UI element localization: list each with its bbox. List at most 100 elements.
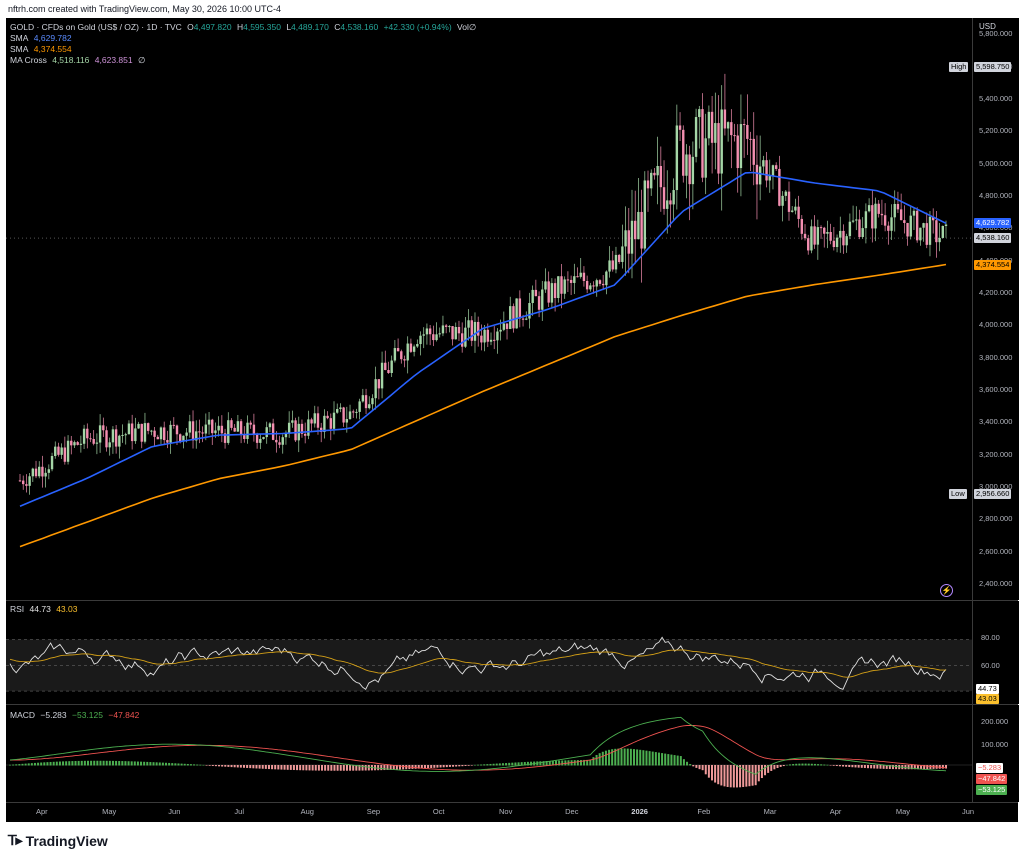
macd-histogram-bar [514, 762, 517, 766]
candle-body [342, 407, 345, 423]
macd-histogram-bar [243, 765, 245, 768]
time-tick-label: 2026 [631, 807, 648, 816]
macd-histogram-bar [455, 765, 458, 767]
macd-histogram-bar [551, 760, 554, 766]
price-axis[interactable]: USD 5,800.0005,600.0005,400.0005,200.000… [972, 18, 1019, 600]
candle-body [650, 172, 653, 189]
macd-histogram-bar [760, 765, 763, 779]
macd-histogram-bar [345, 765, 348, 771]
macd-histogram-bar [377, 765, 380, 771]
macd-histogram-bar [657, 752, 660, 766]
macd-histogram-bar [748, 765, 751, 787]
macd-histogram-bar [501, 763, 504, 766]
candle-body [371, 398, 374, 405]
macd-histogram-bar [636, 749, 639, 766]
macd-histogram-bar [576, 760, 579, 766]
macd-histogram-bar [633, 749, 635, 766]
rsi-tick-60: 60.00 [981, 661, 1000, 670]
candle-body [791, 210, 794, 212]
candle-body [451, 326, 454, 340]
macd-histogram-bar [211, 765, 214, 766]
macd-histogram-bar [520, 762, 523, 766]
candle-body [717, 123, 720, 174]
macd-histogram-bar [233, 765, 236, 768]
candle-body [454, 326, 457, 340]
macd-axis[interactable]: 200.000 100.000 −5.283 −47.842 −53.125 [972, 705, 1019, 802]
candle-body [896, 203, 900, 210]
candle-body [316, 413, 320, 428]
candle-body [582, 272, 586, 281]
candle-body [300, 423, 304, 434]
candle-body [666, 200, 669, 209]
candle-body [544, 281, 547, 290]
price-tick-label: 5,000.000 [979, 158, 1013, 168]
candle-body [640, 211, 643, 249]
candle-body [861, 228, 864, 237]
macd-histogram-bar [40, 762, 43, 766]
macd-histogram-bar [193, 764, 196, 766]
sma1-label: SMA [10, 33, 29, 43]
volume-label: Vol [457, 22, 469, 32]
candle-body [470, 320, 473, 341]
candle-body [816, 227, 820, 245]
candle-body [653, 172, 656, 176]
pane-separator[interactable] [6, 704, 1018, 705]
candle-body [742, 124, 746, 126]
macd-histogram-bar [648, 751, 651, 766]
candle-body [646, 180, 650, 189]
candle-body [323, 415, 326, 433]
candle-body [797, 206, 800, 219]
rsi-axis[interactable]: 80.00 60.00 44.73 43.03 [972, 601, 1019, 704]
candle-body [794, 206, 797, 211]
macd-histogram-bar [118, 761, 121, 766]
price-tick-label: 3,200.000 [979, 449, 1013, 459]
candle-body [941, 225, 944, 238]
macd-histogram-bar [667, 754, 670, 766]
macd-histogram-bar [676, 755, 679, 766]
macd-histogram-bar [277, 765, 280, 770]
macd-histogram-bar [707, 765, 710, 778]
macd-histogram-bar [321, 765, 323, 771]
price-tick-label: 2,800.000 [979, 514, 1013, 524]
rsi-title[interactable]: RSI [10, 604, 25, 614]
macd-histogram-bar [87, 760, 89, 766]
legend-macross[interactable]: MA Cross 4,518.116 4,623.851 ∅ [10, 55, 479, 66]
candle-body [268, 423, 272, 428]
candle-body [95, 442, 99, 444]
candle-body [159, 427, 163, 440]
time-tick-label: May [895, 807, 911, 816]
macd-histogram-bar [601, 751, 604, 766]
rsi-pane[interactable]: RSI 44.73 43.03 [6, 601, 972, 704]
candle-body [432, 334, 435, 341]
macd-histogram-bar [876, 765, 879, 769]
price-tick-label: 4,000.000 [979, 320, 1013, 330]
macd-signal-value: −53.125 [72, 710, 103, 720]
macd-title[interactable]: MACD [10, 710, 36, 720]
macd-pane[interactable]: MACD −5.283 −53.125 −47.842 [6, 705, 972, 802]
time-axis[interactable]: Apr May Jun Jul Aug Sep Oct Nov Dec 2026 Feb Mar Apr… [6, 803, 974, 822]
macd-histogram-bar [15, 764, 18, 766]
macd-line [9, 716, 947, 775]
macd-histogram-bar [695, 765, 698, 768]
candle-body [339, 407, 342, 410]
macd-histogram-bar [367, 765, 370, 771]
legend-sma2[interactable]: SMA 4,374.554 [10, 44, 479, 55]
candle-body [912, 210, 916, 216]
macd-histogram-bar [124, 761, 127, 766]
currency-label[interactable]: USD [979, 22, 996, 31]
price-pane[interactable]: GOLD · CFDs on Gold (US$ / OZ) · 1D · TV… [6, 18, 972, 600]
pane-separator[interactable] [6, 600, 1018, 601]
candle-body [707, 111, 711, 139]
candle-body [303, 433, 307, 436]
macd-histogram-bar [24, 763, 27, 766]
macd-histogram-bar [629, 748, 632, 766]
symbol-title[interactable]: GOLD · CFDs on Gold (US$ / OZ) · 1D · TV… [10, 22, 182, 32]
macd-histogram-bar [888, 765, 891, 770]
candle-body [662, 187, 666, 209]
macd-histogram-bar [555, 760, 557, 766]
legend-sma1[interactable]: SMA 4,629.782 [10, 33, 479, 44]
candle-body [396, 348, 400, 352]
rsi-value-tag: 44.73 [976, 684, 999, 694]
alert-icon[interactable]: ⚡ [940, 584, 953, 597]
tradingview-logo[interactable]: ꓔ▸ TradingView [8, 832, 108, 849]
